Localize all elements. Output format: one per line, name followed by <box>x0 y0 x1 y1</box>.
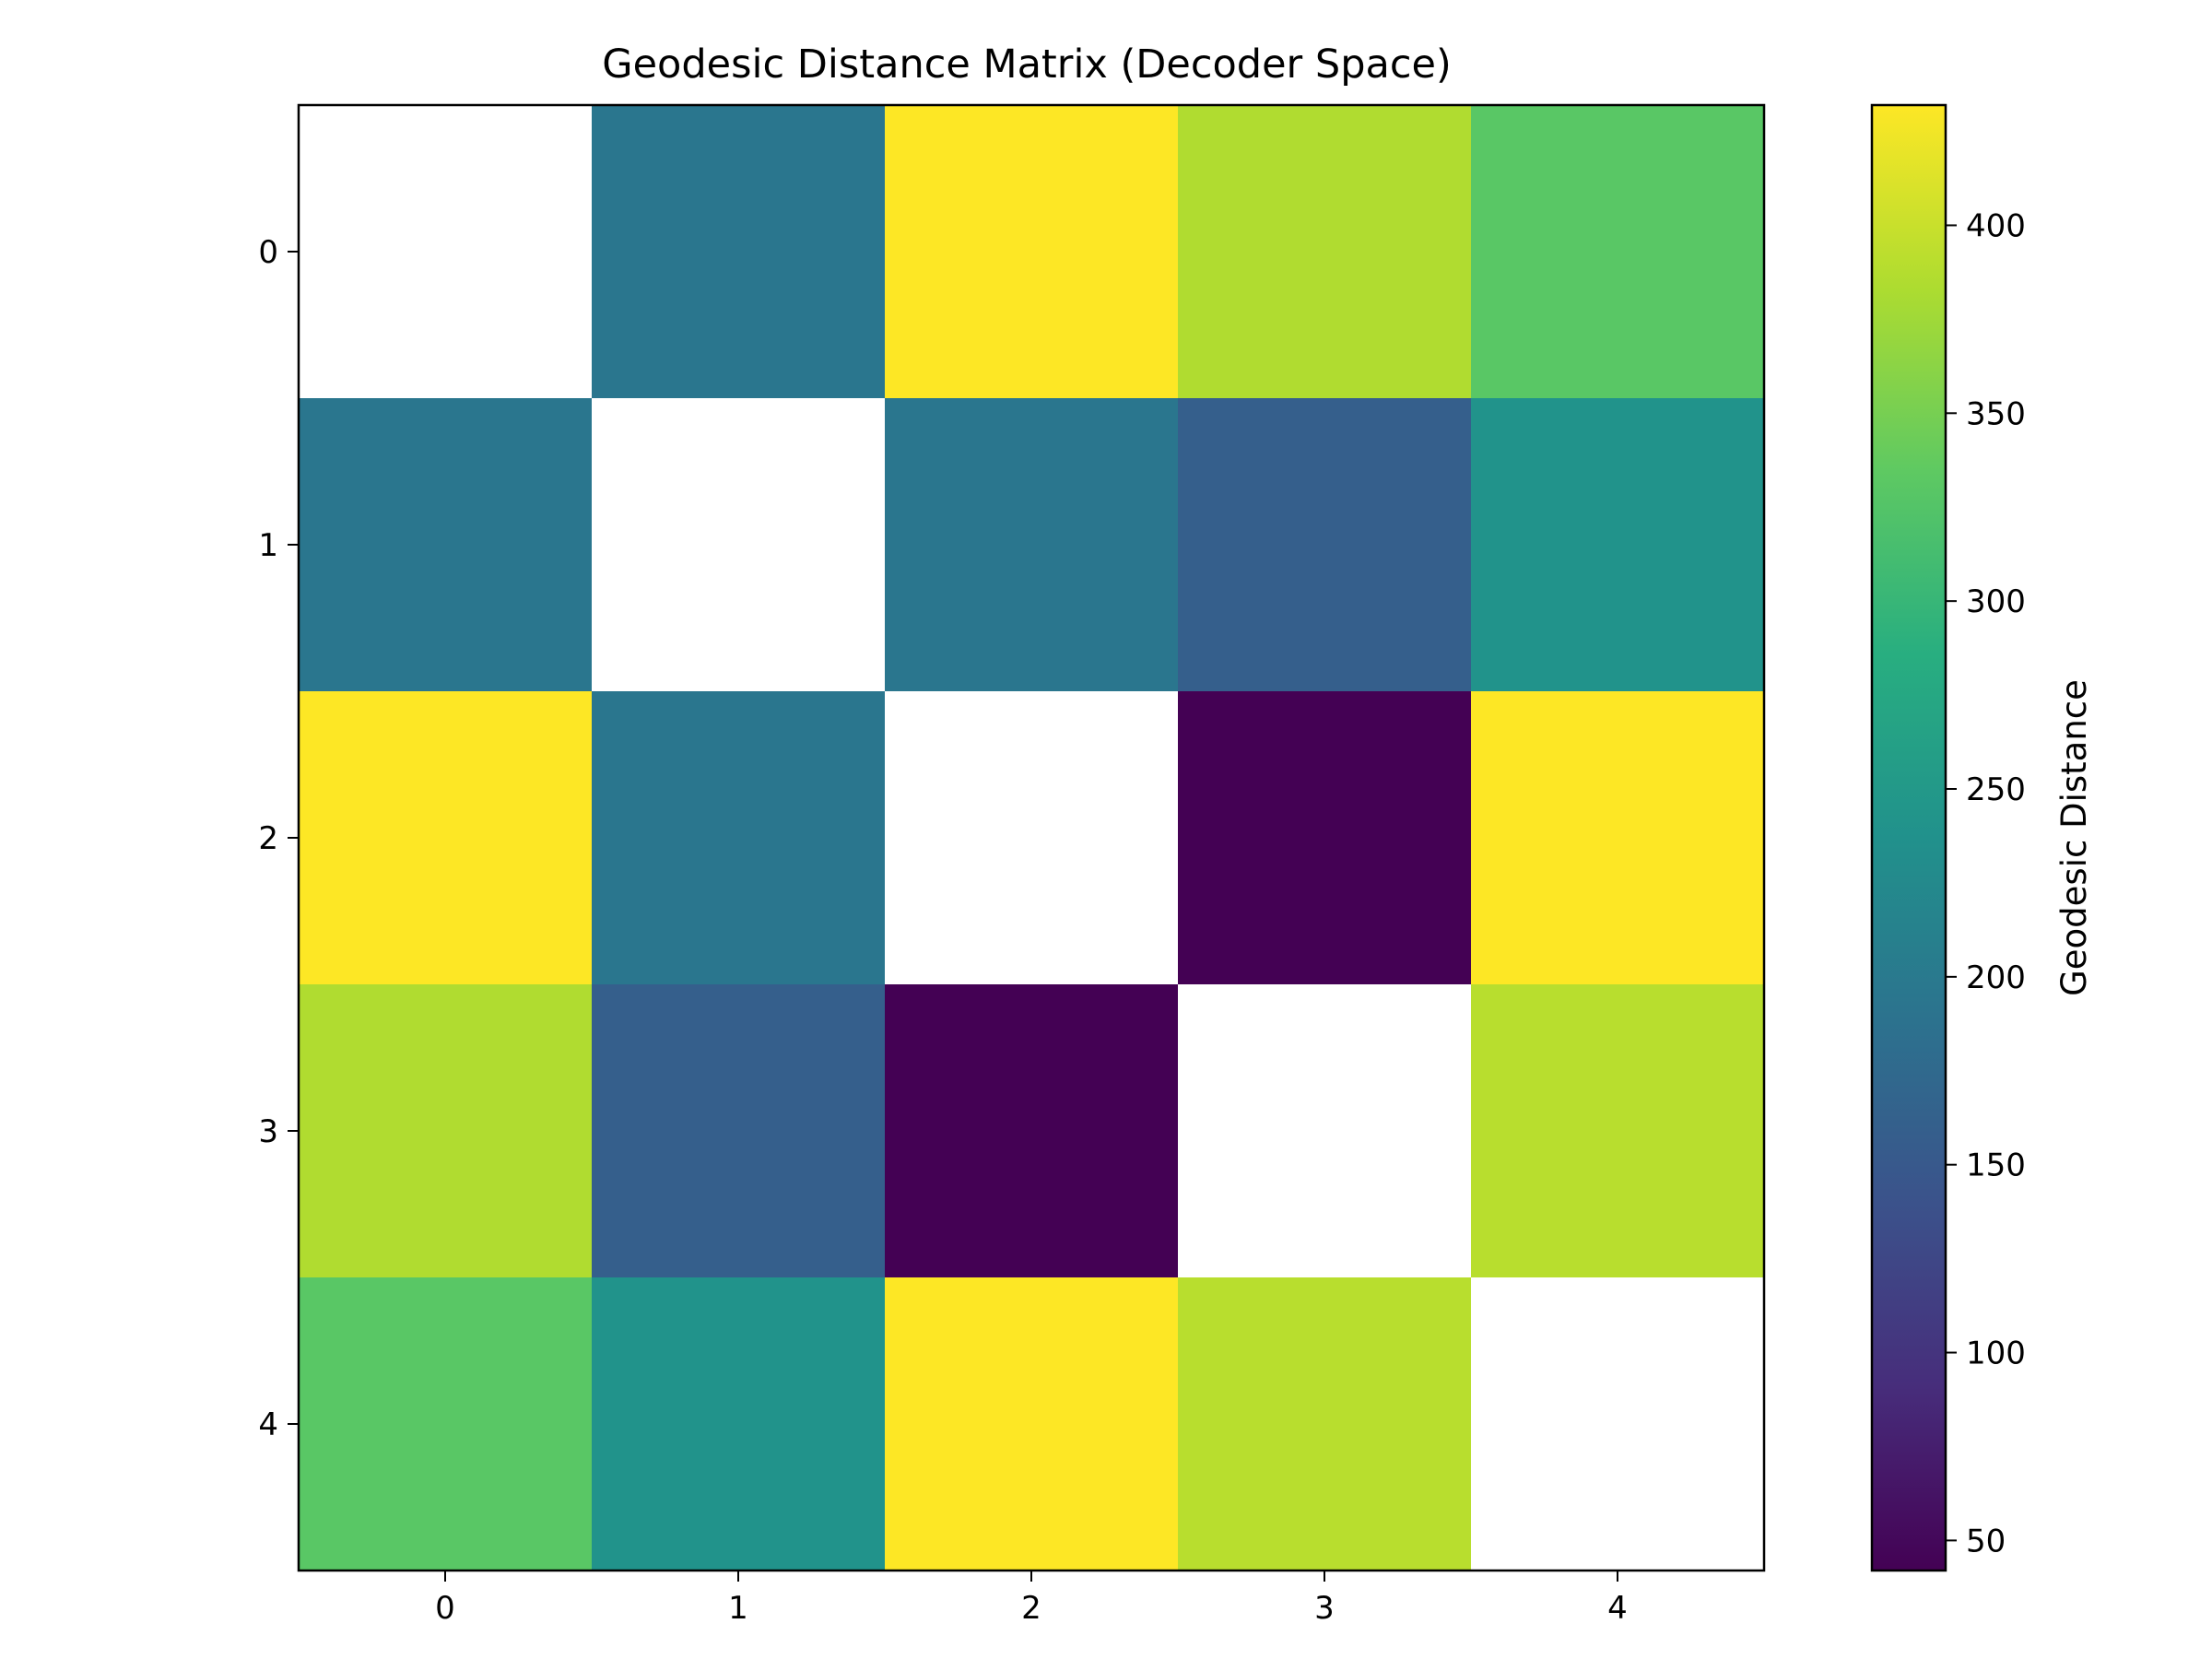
colorbar-tick-label: 350 <box>1966 395 2026 432</box>
heatmap-cell <box>299 984 593 1278</box>
x-tick-label: 4 <box>1607 1590 1628 1627</box>
x-tick-label: 0 <box>435 1590 455 1627</box>
heatmap-cell <box>885 398 1179 692</box>
heatmap-cell <box>592 691 886 985</box>
y-tick-label: 3 <box>258 1113 278 1150</box>
colorbar-tick-label: 100 <box>1966 1335 2026 1372</box>
heatmap-cell <box>1178 1277 1472 1571</box>
colorbar-tick-label: 200 <box>1966 959 2026 996</box>
heatmap-cell <box>1178 691 1472 985</box>
heatmap-cell <box>885 1277 1179 1571</box>
heatmap-cell <box>1471 105 1765 399</box>
colorbar-tick-label: 50 <box>1966 1523 2006 1559</box>
y-axis-ticks: 0 1 2 3 4 <box>258 234 299 1443</box>
heatmap-cell <box>885 984 1179 1278</box>
colorbar-tick-label: 250 <box>1966 771 2026 808</box>
y-tick-label: 0 <box>258 234 278 271</box>
y-tick-label: 2 <box>258 820 278 857</box>
heatmap-cell <box>592 105 886 399</box>
heatmap-cell <box>1471 984 1765 1278</box>
colorbar-tick-label: 150 <box>1966 1147 2026 1184</box>
heatmap-cell <box>885 105 1179 399</box>
colorbar-ticks: 50 100 150 200 250 300 350 400 <box>1946 207 2026 1559</box>
y-tick-label: 4 <box>258 1406 278 1443</box>
heatmap-cell <box>1178 984 1472 1278</box>
colorbar-tick-label: 300 <box>1966 583 2026 620</box>
heatmap-cell <box>592 1277 886 1571</box>
heatmap-cell <box>592 984 886 1278</box>
heatmap-cells <box>299 105 1765 1571</box>
x-axis-ticks: 0 1 2 3 4 <box>435 1571 1628 1627</box>
heatmap-cell <box>299 1277 593 1571</box>
colorbar-tick-label: 400 <box>1966 207 2026 244</box>
heatmap-cell <box>1471 398 1765 692</box>
colorbar <box>1870 103 1947 1572</box>
x-tick-label: 3 <box>1314 1590 1335 1627</box>
heatmap-cell <box>1178 398 1472 692</box>
x-tick-label: 1 <box>728 1590 748 1627</box>
heatmap-cell <box>299 105 593 399</box>
heatmap-cell <box>299 691 593 985</box>
heatmap-cell <box>299 398 593 692</box>
x-tick-label: 2 <box>1021 1590 1041 1627</box>
chart-title: Geodesic Distance Matrix (Decoder Space) <box>602 41 1451 88</box>
heatmap-cell <box>1471 691 1765 985</box>
heatmap-cell <box>1178 105 1472 399</box>
heatmap-cell <box>1471 1277 1765 1571</box>
y-tick-label: 1 <box>258 527 278 564</box>
heatmap-cell <box>592 398 886 692</box>
colorbar-label: Geodesic Distance <box>2054 679 2094 996</box>
heatmap-cell <box>885 691 1179 985</box>
